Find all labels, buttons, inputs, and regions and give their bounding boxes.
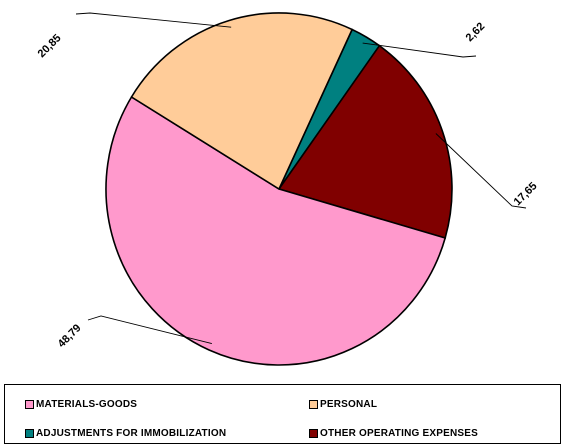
legend-swatch-materials-goods	[25, 400, 34, 409]
legend-item-personal: PERSONAL	[309, 399, 377, 410]
leader-line-other-operating-expenses	[435, 133, 527, 209]
legend-swatch-personal	[309, 400, 318, 409]
legend-label-other-operating-expenses: OTHER OPERATING EXPENSES	[320, 428, 478, 439]
leader-line-personal	[75, 12, 232, 28]
legend-swatch-other-operating-expenses	[309, 429, 318, 438]
data-label-materials-goods: 48,79	[56, 322, 84, 350]
legend-label-personal: PERSONAL	[320, 399, 378, 410]
pie-chart-svg: 2,62 17,65 48,79 20,85	[36, 12, 540, 366]
leader-line-materials-goods	[87, 315, 212, 344]
data-label-adjustments-for-immobilization: 2,62	[464, 20, 488, 44]
legend-item-materials-goods: MATERIALS-GOODS	[25, 399, 137, 410]
chart-legend: MATERIALS-GOODS PERSONAL ADJUSTMENTS FOR…	[4, 384, 561, 444]
legend-item-adjustments-for-immobilization: ADJUSTMENTS FOR IMMOBILIZATION	[25, 428, 226, 439]
pie-slice-personal	[130, 12, 354, 191]
legend-label-adjustments-for-immobilization: ADJUSTMENTS FOR IMMOBILIZATION	[36, 428, 227, 439]
pie-slice-other-operating-expenses	[277, 44, 453, 239]
legend-swatch-adjustments-for-immobilization	[25, 429, 34, 438]
data-label-personal: 20,85	[36, 32, 64, 60]
legend-label-materials-goods: MATERIALS-GOODS	[36, 399, 138, 410]
legend-item-other-operating-expenses: OTHER OPERATING EXPENSES	[309, 428, 478, 439]
data-label-other-operating-expenses: 17,65	[512, 180, 540, 208]
pie-slice-materials-goods	[105, 95, 447, 366]
leader-line-adjustments-for-immobilization	[362, 42, 477, 58]
